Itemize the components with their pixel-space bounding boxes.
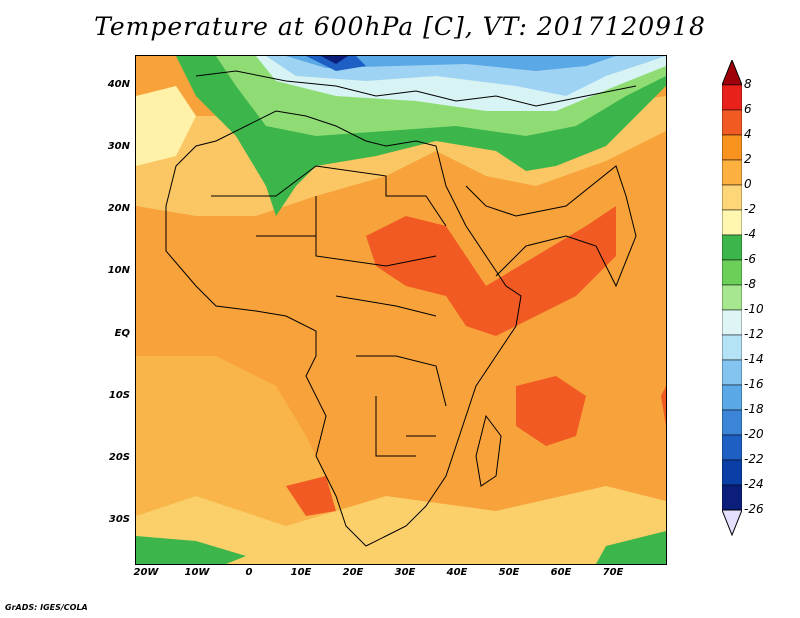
east-edge-warm-patch: [661, 386, 666, 426]
colorbar-segment: [722, 334, 742, 361]
cold-core-center: [321, 56, 348, 64]
lon-label-60e: 60E: [550, 567, 572, 578]
colorbar-segment: [722, 434, 742, 461]
lat-label-10n: 10N: [107, 265, 130, 276]
colorbar-label: -20: [744, 427, 764, 441]
lat-label-eq: EQ: [114, 328, 130, 339]
colorbar-top-arrow: [722, 60, 742, 86]
colorbar-label: -18: [744, 402, 764, 416]
lon-label-10e: 10E: [290, 567, 312, 578]
country-borders: [211, 165, 447, 457]
grads-credit: GrADS: IGES/COLA: [5, 603, 88, 612]
colorbar-segment: [722, 209, 742, 236]
south-green-patch-east: [596, 531, 666, 564]
map-title: Temperature at 600hPa [C], VT: 201712091…: [94, 12, 706, 41]
lon-label-10w: 10W: [184, 567, 210, 578]
colorbar-segment: [722, 109, 742, 136]
colorbar-label: 8: [744, 77, 752, 91]
colorbar-label: -10: [744, 302, 764, 316]
mediterranean-coastline: [195, 70, 637, 107]
indian-ocean-warm-core: [516, 376, 586, 446]
colorbar-bottom-arrow: [722, 509, 742, 537]
colorbar-segment: [722, 409, 742, 436]
lat-label-40n: 40N: [107, 79, 130, 90]
madagascar-coastline: [475, 414, 502, 487]
colorbar-segment: [722, 84, 742, 111]
colorbar-segment: [722, 284, 742, 311]
lon-label-50e: 50E: [498, 567, 520, 578]
lon-label-0: 0: [245, 567, 253, 578]
lon-label-70e: 70E: [602, 567, 624, 578]
north-blue: [286, 56, 616, 71]
coastlines: [165, 70, 637, 547]
colorbar-label: -6: [744, 252, 756, 266]
lon-label-30e: 30E: [394, 567, 416, 578]
lat-label-30s: 30S: [108, 514, 130, 525]
colorbar-segment: [722, 184, 742, 211]
northwest-light-yellow: [136, 86, 196, 166]
colorbar-label: 0: [744, 177, 752, 191]
colorbar-label: 6: [744, 102, 752, 116]
lat-label-20n: 20N: [107, 203, 130, 214]
southern-africa-warm-patch: [286, 476, 336, 516]
south-green-patch-west: [136, 536, 246, 564]
colorbar-label: -12: [744, 327, 764, 341]
southern-yellow-field: [136, 486, 666, 564]
arabia-india-coastline: [465, 165, 637, 288]
colorbar-segment: [722, 234, 742, 261]
colorbar-label: -26: [744, 502, 764, 516]
lat-label-10s: 10S: [108, 390, 130, 401]
colorbar-label: -8: [744, 277, 756, 291]
lon-label-20e: 20E: [342, 567, 364, 578]
colorbar-segment: [722, 359, 742, 386]
colorbar: [722, 60, 742, 537]
colorbar-label: -24: [744, 477, 764, 491]
colorbar-segment: [722, 259, 742, 286]
colorbar-segment: [722, 159, 742, 186]
colorbar-segment: [722, 459, 742, 486]
colorbar-label: -4: [744, 227, 756, 241]
east-africa-warm-core: [366, 206, 616, 336]
colorbar-segment: [722, 134, 742, 161]
lon-label-40e: 40E: [446, 567, 468, 578]
map-canvas: [136, 56, 666, 564]
lat-label-30n: 30N: [107, 141, 130, 152]
colorbar-label: -14: [744, 352, 764, 366]
colorbar-label: 2: [744, 152, 752, 166]
colorbar-label: -2: [744, 202, 756, 216]
colorbar-segment: [722, 384, 742, 411]
colorbar-segment: [722, 484, 742, 511]
colorbar-label: 4: [744, 127, 752, 141]
colorbar-label: -22: [744, 452, 764, 466]
colorbar-segment: [722, 309, 742, 336]
colorbar-label: -16: [744, 377, 764, 391]
temperature-map: [135, 55, 667, 565]
africa-coastline: [165, 110, 522, 547]
lon-label-20w: 20W: [133, 567, 159, 578]
lat-label-20s: 20S: [108, 452, 130, 463]
